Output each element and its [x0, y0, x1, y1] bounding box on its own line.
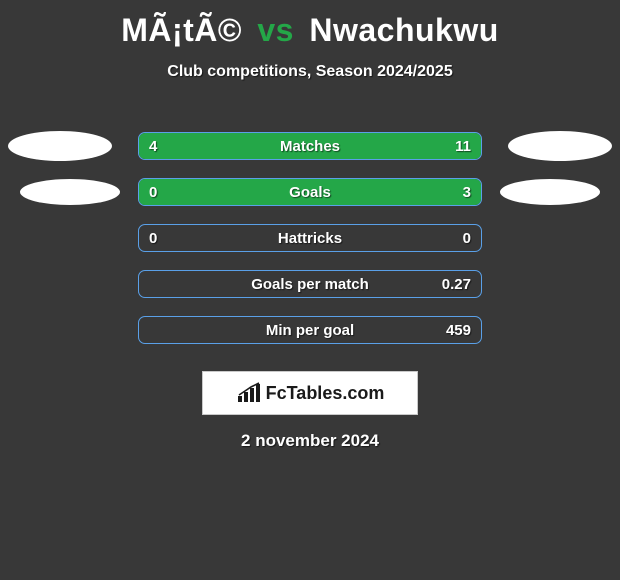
stat-row-hattricks: Hattricks0 0	[0, 215, 620, 261]
stat-row-matches: Matches411	[0, 123, 620, 169]
barchart-icon	[236, 382, 262, 404]
comparison-chart: Matches411 Goals03 Hattricks0 0 Goals per ma…	[0, 123, 620, 353]
stat-value-right: 459	[446, 317, 471, 344]
player2-name: Nwachukwu	[309, 12, 498, 48]
stat-value-left: 0	[149, 225, 157, 252]
bar-track: Goals03	[138, 178, 482, 206]
stat-label: Hattricks	[139, 225, 481, 252]
player1-portrait-disc	[8, 131, 112, 161]
bar-track: Min per goal459	[138, 316, 482, 344]
bar-fill-left	[139, 133, 230, 159]
bar-track: Matches411	[138, 132, 482, 160]
stat-label: Min per goal	[139, 317, 481, 344]
stat-row-mpg: Min per goal459	[0, 307, 620, 353]
snapshot-date: 2 november 2024	[0, 431, 620, 451]
source-logo-box: FcTables.com	[202, 371, 418, 415]
bar-fill-right	[139, 179, 481, 205]
bar-track: Goals per match0.27	[138, 270, 482, 298]
stat-value-right: 0	[463, 225, 471, 252]
source-logo: FcTables.com	[236, 382, 385, 404]
bar-fill-right	[230, 133, 481, 159]
source-logo-text: FcTables.com	[266, 383, 385, 404]
subtitle: Club competitions, Season 2024/2025	[0, 63, 620, 81]
bar-track: Hattricks0 0	[138, 224, 482, 252]
vs-separator: vs	[257, 12, 294, 48]
stats-comparison-card: MÃ¡tÃ© vs Nwachukwu Club competitions, S…	[0, 0, 620, 580]
stat-value-right: 0.27	[442, 271, 471, 298]
player1-portrait-disc	[20, 179, 120, 205]
player2-portrait-disc	[508, 131, 612, 161]
stat-label: Goals per match	[139, 271, 481, 298]
stat-row-goals: Goals03	[0, 169, 620, 215]
player2-portrait-disc	[500, 179, 600, 205]
player1-name: MÃ¡tÃ©	[121, 12, 242, 48]
page-title: MÃ¡tÃ© vs Nwachukwu	[0, 0, 620, 49]
stat-row-gpm: Goals per match0.27	[0, 261, 620, 307]
